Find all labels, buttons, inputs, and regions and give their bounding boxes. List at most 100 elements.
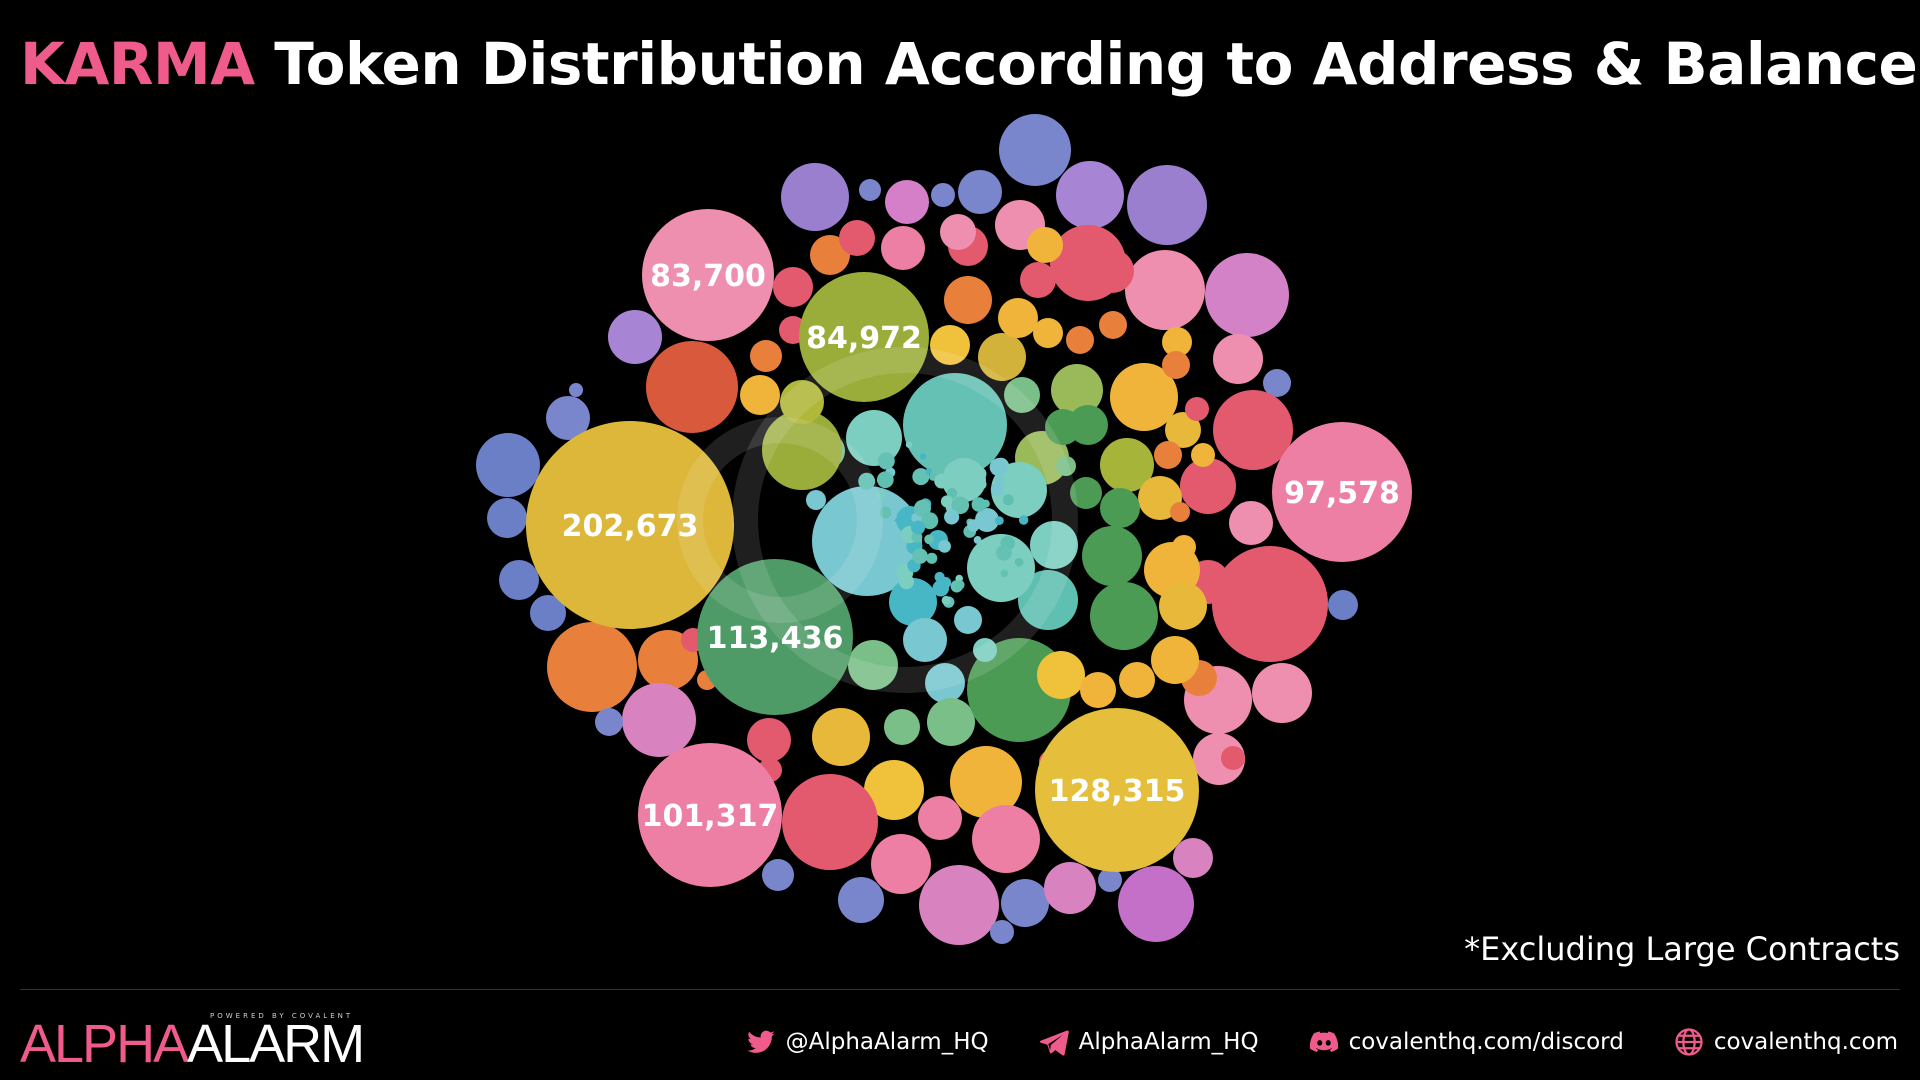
discord-icon [1309,1031,1338,1052]
bubble [1068,405,1108,445]
bubble-small [879,574,887,582]
bubble-chart: 202,673 128,315 113,436 101,317 97,578 84,972… [476,114,1412,945]
bubble [762,410,842,490]
bubble [1099,311,1127,339]
bubble [903,618,947,662]
bubble [958,170,1002,214]
bubble-small [1018,515,1029,525]
bubble [487,498,527,538]
bubble [1127,165,1207,245]
bubble [999,114,1071,186]
discord-link[interactable]: covalenthq.com/discord [1309,1027,1624,1057]
bubble-small [876,489,886,499]
bubble-value-label: 202,673 [562,509,699,544]
bubble-small [955,580,965,590]
bubble-small [994,516,1004,525]
bubble [1008,385,1028,405]
bubble [1051,364,1103,416]
bubble [848,640,898,690]
bubble-small [912,548,928,564]
bubble [810,235,850,275]
bubble [622,683,696,757]
bubble [1213,334,1263,384]
bubble [1119,662,1155,698]
bubble [1162,327,1192,357]
bubble [859,179,881,201]
bubble-small [946,487,958,499]
bubble-major [526,421,734,629]
bubble-major [1272,422,1412,562]
bubble [1180,458,1236,514]
bubble [546,396,590,440]
bubble-small [971,497,987,512]
bubble [740,375,780,415]
bubble-small [940,576,952,589]
website-link[interactable]: covalenthq.com [1674,1027,1898,1057]
bubble-value-label: 128,315 [1049,774,1186,809]
bubble [885,180,929,224]
bubble [944,276,992,324]
bubble [918,796,962,840]
bubble [1018,570,1078,630]
title-text: Token Distribution According to Address … [254,30,1918,98]
bubble [569,383,583,397]
bubble [1162,351,1190,379]
bubble-major [1035,708,1199,872]
logo-alpha: ALPHA [20,1014,189,1074]
bubble-small [976,479,987,490]
bubble-small [951,496,970,515]
bubble [824,782,860,818]
bubble [1154,441,1182,469]
bubble [846,410,902,466]
bubble-small [990,482,1005,497]
bubble-small [981,499,990,508]
bubble [1033,318,1063,348]
bubble [967,534,1035,602]
bubble-small [972,467,987,481]
bubble [839,220,875,256]
bubble [903,373,1007,477]
bubble [1328,590,1358,620]
bubble-small [919,453,927,460]
bubble-value-label: 84,972 [806,321,922,356]
bubble [973,638,997,662]
bubble [1221,746,1245,770]
bubble [1044,862,1096,914]
bubble-small [1014,557,1024,567]
bubble [781,163,849,231]
bubble [1212,546,1328,662]
telegram-icon [1039,1030,1069,1056]
bubble [1080,672,1116,708]
discord-url: covalenthq.com/discord [1348,1029,1624,1055]
bubble [925,663,965,703]
bubble [1173,838,1213,878]
logo-alarm: ALARM [187,1014,365,1074]
bubble [1170,502,1190,522]
bubble [1070,477,1102,509]
twitter-link[interactable]: @AlphaAlarm_HQ [746,1027,989,1057]
bubble [940,214,976,250]
bubble [1191,443,1215,467]
bubble-small [921,512,939,530]
watermark-ring [732,347,1078,693]
twitter-icon [746,1030,775,1053]
bubble [1252,663,1312,723]
bubble [1098,868,1122,892]
bubble [547,622,637,712]
page-title: KARMA Token Distribution According to Ad… [20,30,1918,98]
bubble [978,333,1026,381]
bubble [1172,535,1196,559]
bubble-small [926,552,938,564]
telegram-link[interactable]: AlphaAlarm_HQ [1039,1027,1259,1057]
twitter-handle: @AlphaAlarm_HQ [785,1029,989,1055]
bubble [871,834,931,894]
footer: POWERED BY COVALENT ALPHAALARM @AlphaAla… [0,1005,1920,1075]
bubble [990,920,1014,944]
bubble [762,859,794,891]
bubble [1020,262,1056,298]
bubble [499,560,539,600]
footer-divider [20,989,1900,990]
bubble [927,698,975,746]
bubble [1185,397,1209,421]
bubble-small [1004,470,1019,486]
